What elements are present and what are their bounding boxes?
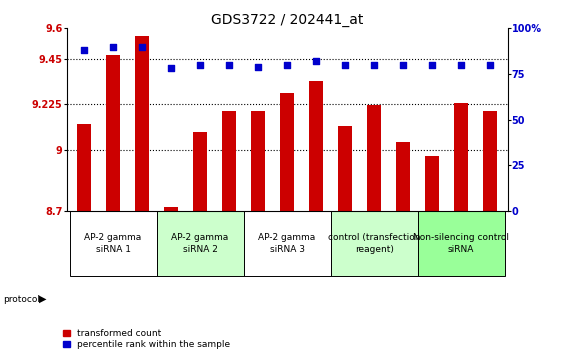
Title: GDS3722 / 202441_at: GDS3722 / 202441_at bbox=[211, 13, 363, 27]
Point bbox=[311, 58, 321, 64]
Bar bbox=[106, 55, 121, 211]
Point bbox=[79, 47, 89, 53]
Text: control (transfection
reagent): control (transfection reagent) bbox=[328, 234, 420, 253]
Point bbox=[369, 62, 379, 68]
Bar bbox=[425, 156, 440, 211]
Point bbox=[224, 62, 234, 68]
Bar bbox=[280, 93, 295, 211]
Text: ▶: ▶ bbox=[39, 294, 47, 304]
Bar bbox=[222, 112, 237, 211]
Bar bbox=[193, 132, 208, 211]
Point bbox=[485, 62, 495, 68]
Point bbox=[195, 62, 205, 68]
Point bbox=[398, 62, 408, 68]
Bar bbox=[483, 112, 498, 211]
Point bbox=[456, 62, 466, 68]
Bar bbox=[77, 124, 92, 211]
Bar bbox=[135, 36, 150, 211]
Text: Non-silencing control
siRNA: Non-silencing control siRNA bbox=[413, 234, 509, 253]
Bar bbox=[251, 112, 266, 211]
Bar bbox=[331, 211, 418, 276]
Point bbox=[282, 62, 292, 68]
Point bbox=[427, 62, 437, 68]
Bar bbox=[244, 211, 331, 276]
Text: AP-2 gamma
siRNA 2: AP-2 gamma siRNA 2 bbox=[172, 234, 229, 253]
Point bbox=[166, 65, 176, 71]
Point bbox=[253, 64, 263, 69]
Legend: transformed count, percentile rank within the sample: transformed count, percentile rank withi… bbox=[63, 329, 230, 349]
Bar bbox=[338, 126, 353, 211]
Text: AP-2 gamma
siRNA 1: AP-2 gamma siRNA 1 bbox=[85, 234, 142, 253]
Bar bbox=[454, 103, 469, 211]
Point bbox=[340, 62, 350, 68]
Bar bbox=[309, 81, 324, 211]
Point bbox=[108, 44, 118, 50]
Bar bbox=[418, 211, 505, 276]
Bar bbox=[70, 211, 157, 276]
Bar bbox=[367, 105, 382, 211]
Point bbox=[137, 44, 147, 50]
Text: protocol: protocol bbox=[3, 295, 40, 304]
Text: AP-2 gamma
siRNA 3: AP-2 gamma siRNA 3 bbox=[259, 234, 316, 253]
Bar bbox=[164, 207, 179, 211]
Bar bbox=[396, 142, 411, 211]
Bar bbox=[157, 211, 244, 276]
